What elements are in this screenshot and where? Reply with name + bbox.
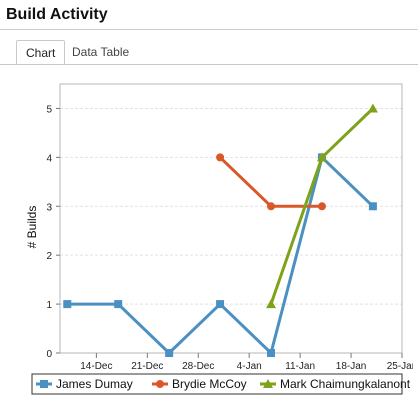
- data-point-triangle: [266, 299, 277, 309]
- y-tick-label: 1: [46, 300, 52, 311]
- data-point-circle: [317, 202, 326, 211]
- title-divider: [0, 29, 418, 30]
- y-tick-label: 3: [46, 202, 52, 213]
- data-point-square: [216, 300, 225, 309]
- y-tick-label: 5: [46, 104, 52, 115]
- data-point-square: [114, 300, 123, 309]
- data-point-triangle: [316, 152, 327, 162]
- data-point-square: [40, 380, 48, 388]
- data-point-square: [165, 349, 174, 357]
- x-tick-label: 14-Dec: [80, 361, 112, 372]
- x-tick-label: 18-Jan: [336, 361, 367, 372]
- data-point-circle: [216, 153, 225, 162]
- data-point-circle: [267, 202, 276, 211]
- legend: James Dumay Brydie McCoy Mark Chaimungkala…: [31, 373, 411, 395]
- legend-item[interactable]: Mark Chaimungkalanont: [260, 377, 411, 391]
- x-tick-label: 4-Jan: [237, 361, 262, 372]
- tab-data-table[interactable]: Data Table: [72, 45, 130, 59]
- page-title: Build Activity: [6, 6, 108, 23]
- x-tick-label: 25-Jan: [387, 361, 413, 372]
- legend-item[interactable]: James Dumay: [36, 377, 133, 391]
- tab-chart[interactable]: Chart: [16, 40, 66, 65]
- data-point-square: [267, 349, 276, 357]
- plot-area: [59, 83, 403, 354]
- data-point-square: [63, 300, 72, 309]
- build-activity-chart: 0 1 2 3 4 5 14-Dec 21-Dec 28-Dec 4-Jan 11-Jan 18-Ja…: [25, 83, 417, 395]
- x-tick-label: 21-Dec: [131, 361, 163, 372]
- y-axis-label: # Builds: [25, 206, 39, 249]
- data-point-triangle: [263, 379, 273, 388]
- tab-bar: Chart Data Table: [0, 40, 418, 65]
- data-point-square: [368, 202, 377, 211]
- grid-layer: [60, 107, 402, 305]
- data-point-circle: [156, 380, 164, 388]
- x-tick-label: 28-Dec: [182, 361, 214, 372]
- legend-label: Mark Chaimungkalanont: [280, 377, 411, 391]
- legend-label: James Dumay: [56, 377, 133, 391]
- series-2: [266, 103, 378, 309]
- tab-bar-divider: [0, 64, 418, 65]
- legend-box: [31, 373, 403, 395]
- x-tick-label: 11-Jan: [285, 361, 315, 372]
- data-point-triangle: [367, 103, 378, 113]
- axis-layer: 0 1 2 3 4 5 14-Dec 21-Dec 28-Dec 4-Jan 11-Jan 18-Ja…: [46, 83, 417, 372]
- y-tick-label: 4: [46, 153, 52, 164]
- chart-panel: 0 1 2 3 4 5 14-Dec 21-Dec 28-Dec 4-Jan 11-Jan 18-Ja…: [6, 72, 417, 398]
- legend-item[interactable]: Brydie McCoy: [152, 377, 247, 391]
- y-tick-label: 0: [46, 349, 52, 360]
- series-layer: [63, 103, 378, 357]
- legend-label: Brydie McCoy: [172, 377, 247, 391]
- y-tick-label: 2: [46, 251, 52, 262]
